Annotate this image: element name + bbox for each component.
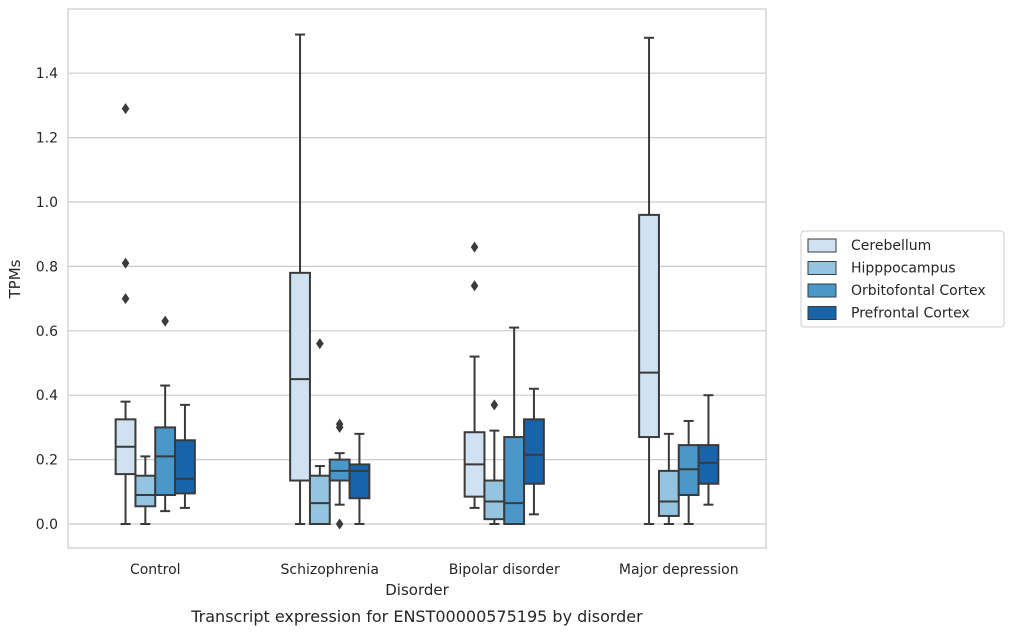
legend-swatch	[807, 306, 837, 320]
box-body	[154, 426, 177, 497]
x-tick-label: Schizophrenia	[281, 562, 379, 578]
x-axis-label: Disorder	[385, 581, 449, 599]
box-body	[308, 474, 331, 526]
y-tick-label: 0.0	[36, 517, 58, 533]
outlier-point	[161, 315, 169, 327]
outlier-point	[490, 399, 499, 411]
box-orbitofontal-cortex	[328, 418, 351, 530]
box-hipppocampus	[657, 432, 680, 525]
box-body	[483, 479, 506, 521]
box-body	[348, 463, 371, 500]
outlier-point	[470, 280, 479, 292]
plot-frame	[67, 8, 767, 549]
outlier-point	[470, 241, 479, 253]
y-tick-label: 1.2	[36, 131, 58, 147]
y-tick-labels: 0.0 0.2 0.4 0.6 0.8 1.0 1.2 1.4	[36, 66, 58, 533]
y-tick-label: 0.6	[36, 324, 58, 340]
box-body	[134, 474, 157, 508]
legend-frame	[800, 230, 1005, 328]
box-cerebellum	[114, 103, 137, 525]
x-tick-label: Bipolar disorder	[449, 562, 560, 578]
y-axis-label: TPMs	[6, 259, 24, 299]
y-tick-label: 0.2	[36, 453, 58, 469]
outlier-point	[335, 418, 344, 430]
chart-caption: Transcript expression for ENST0000057519…	[190, 607, 643, 626]
legend-label: Prefrontal Cortex	[851, 306, 970, 322]
box-body	[523, 418, 545, 485]
legend-swatch	[807, 283, 837, 298]
legend-swatch	[807, 261, 837, 275]
x-tick-labels: Control Schizophrenia Bipolar disorder Majo…	[130, 562, 739, 578]
x-tick-label: Major depression	[619, 562, 739, 578]
box-prefrontal-cortex	[348, 432, 371, 525]
box-orbitofontal-cortex	[154, 315, 177, 513]
y-tick-label: 0.8	[36, 259, 58, 275]
box-body	[697, 444, 720, 485]
legend-label: Hipppocampus	[851, 261, 956, 277]
box-hipppocampus	[308, 338, 331, 526]
box-orbitofontal-cortex	[503, 326, 526, 525]
box-body	[638, 213, 660, 439]
box-prefrontal-cortex	[697, 394, 720, 506]
legend-swatch	[807, 238, 837, 253]
box-body	[174, 439, 196, 495]
x-tick-label: Control	[130, 562, 181, 578]
box-cerebellum	[463, 241, 486, 509]
outlier-point	[335, 518, 344, 530]
box-body	[289, 271, 311, 482]
outlier-point	[316, 338, 324, 350]
box-cerebellum	[638, 36, 660, 525]
box-hipppocampus	[134, 455, 157, 525]
y-tick-label: 1.4	[36, 66, 58, 82]
box-prefrontal-cortex	[174, 403, 196, 509]
y-tick-label: 0.4	[36, 388, 58, 404]
outlier-point	[121, 103, 130, 115]
box-prefrontal-cortex	[523, 387, 545, 516]
legend-label: Cerebellum	[851, 238, 931, 254]
box-body	[503, 436, 526, 525]
box-orbitofontal-cortex	[677, 419, 700, 525]
box-body	[657, 469, 680, 517]
outlier-point	[121, 257, 130, 269]
y-tick-label: 1.0	[36, 195, 58, 211]
legend: Cerebellum Hipppocampus Orbitofontal Corte…	[800, 230, 1005, 328]
boxes-layer	[114, 33, 720, 530]
box-hipppocampus	[483, 399, 506, 525]
box-cerebellum	[289, 33, 311, 525]
legend-label: Orbitofontal Cortex	[851, 283, 986, 299]
outlier-point	[121, 293, 130, 305]
